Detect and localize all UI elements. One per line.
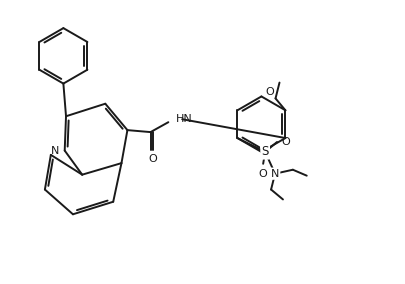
Text: HN: HN bbox=[176, 114, 192, 124]
Text: S: S bbox=[261, 145, 268, 158]
Text: N: N bbox=[51, 146, 60, 156]
Text: O: O bbox=[258, 169, 267, 179]
Text: O: O bbox=[265, 87, 274, 97]
Text: N: N bbox=[270, 169, 279, 179]
Text: O: O bbox=[148, 154, 156, 164]
Text: O: O bbox=[280, 137, 289, 147]
